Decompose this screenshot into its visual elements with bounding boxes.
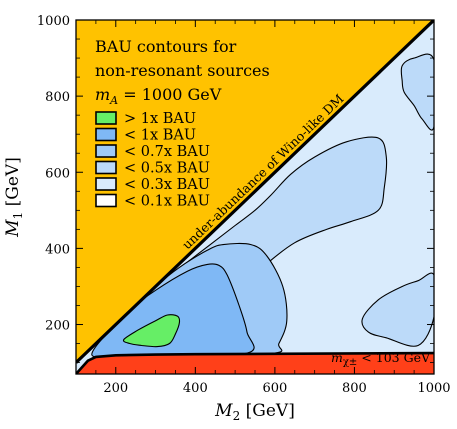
legend-swatch-0.3x-bau (95, 177, 117, 191)
y-axis-title: M1 [GeV] (3, 157, 25, 238)
legend-swatch-0.1x-bau (95, 193, 117, 208)
x-tick-label-800: 800 (342, 381, 367, 396)
title-line-1: BAU contours for (95, 37, 237, 56)
y-tick-label-400: 400 (45, 242, 70, 257)
y-tick-label-200: 200 (45, 319, 70, 334)
plot-area (76, 20, 434, 374)
x-tick-label-600: 600 (262, 381, 287, 396)
legend-label-0.5x-bau: < 0.5x BAU (124, 161, 210, 177)
y-tick-label-800: 800 (45, 90, 70, 105)
title-parameter: mA = 1000 GeV (95, 85, 222, 107)
title-line-2: non-resonant sources (95, 61, 270, 80)
legend-swatch-1x-bau (95, 127, 117, 142)
contour-0.3x-bau-0 (400, 53, 434, 131)
legend-label-0.7x-bau: < 0.7x BAU (124, 144, 210, 160)
x-tick-label-400: 400 (183, 381, 208, 396)
y-tick-label-600: 600 (45, 166, 70, 181)
legend-label-0.3x-bau: < 0.3x BAU (124, 177, 210, 193)
diagonal-boundary-line (76, 20, 434, 364)
contour-1x-bau-5 (122, 314, 181, 348)
y-tick-label-1000: 1000 (37, 14, 70, 29)
region-chargino-bound (76, 353, 434, 374)
chargino-boundary-line (76, 351, 434, 374)
legend-swatch-0.7x-bau (95, 144, 117, 158)
legend-label-1x-bau: < 1x BAU (124, 128, 196, 144)
x-tick-label-200: 200 (103, 381, 128, 396)
axis-titles: M2 [GeV] M1 [GeV] (3, 157, 295, 423)
x-tick-label-1000: 1000 (417, 381, 450, 396)
legend-swatch-0.5x-bau (95, 160, 117, 175)
contour-0.3x-bau-1 (361, 272, 434, 347)
legend-label-0.1x-bau: < 0.1x BAU (124, 194, 210, 210)
annotation-chargino-bound: mχ± < 103 GeV (331, 350, 431, 368)
legend-label-1x-bau: > 1x BAU (124, 111, 196, 127)
x-axis-title: M2 [GeV] (214, 401, 295, 423)
axis-ticks: 200 400 600 800 1000 200 400 600 800 1000 (37, 14, 451, 396)
legend: > 1x BAU< 1x BAU< 0.7x BAU< 0.5x BAU< 0.… (95, 111, 210, 210)
legend-swatch-1x-bau (95, 111, 117, 125)
